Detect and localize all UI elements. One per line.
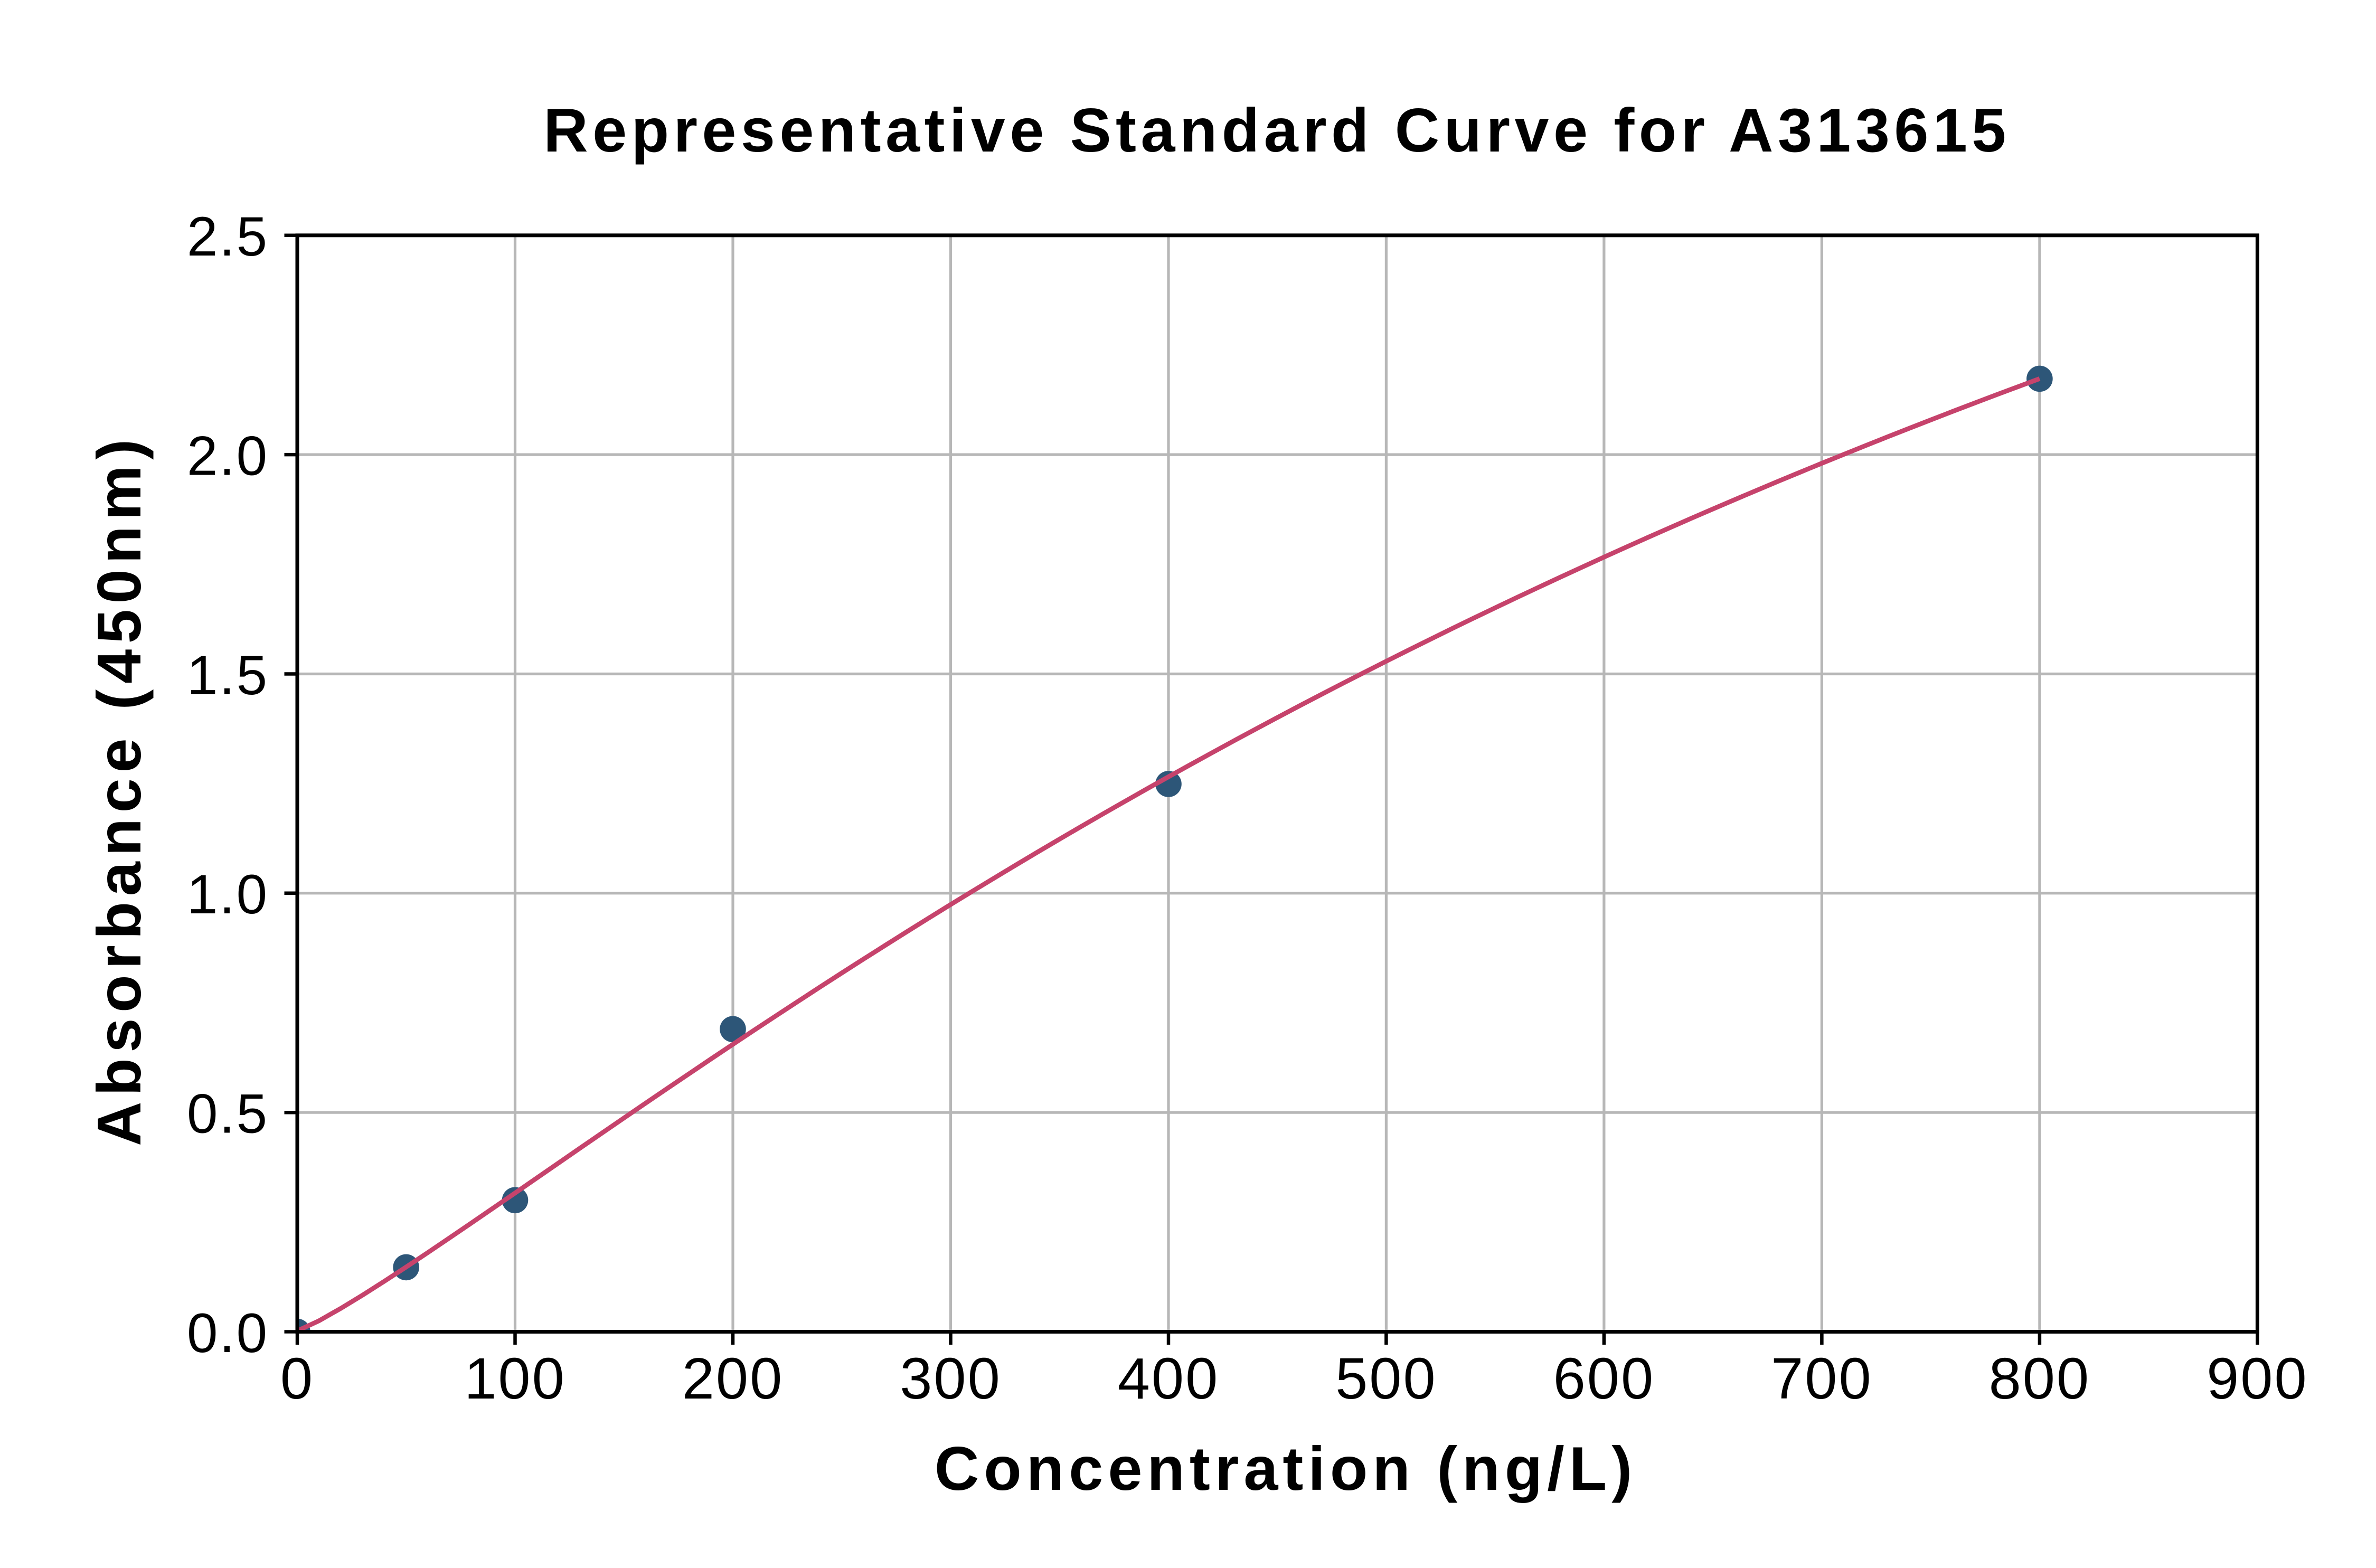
svg-text:Representative Standard Curve: Representative Standard Curve for A31361…	[543, 96, 2011, 165]
svg-text:100: 100	[464, 1346, 566, 1411]
svg-text:300: 300	[900, 1346, 1002, 1411]
svg-text:1.0: 1.0	[187, 864, 269, 925]
svg-text:500: 500	[1335, 1346, 1437, 1411]
svg-text:400: 400	[1118, 1346, 1220, 1411]
svg-text:2.5: 2.5	[187, 206, 269, 268]
svg-text:0.0: 0.0	[187, 1302, 269, 1364]
svg-text:Absorbance (450nm): Absorbance (450nm)	[84, 433, 154, 1146]
svg-text:Concentration (ng/L): Concentration (ng/L)	[935, 1434, 1637, 1503]
svg-text:800: 800	[1989, 1346, 2091, 1411]
svg-text:600: 600	[1553, 1346, 1655, 1411]
svg-text:2.0: 2.0	[187, 425, 269, 487]
svg-text:200: 200	[682, 1346, 784, 1411]
svg-text:700: 700	[1771, 1346, 1873, 1411]
svg-text:900: 900	[2207, 1346, 2308, 1411]
svg-text:0.5: 0.5	[187, 1083, 269, 1145]
svg-text:1.5: 1.5	[187, 645, 269, 706]
svg-text:0: 0	[280, 1346, 314, 1411]
